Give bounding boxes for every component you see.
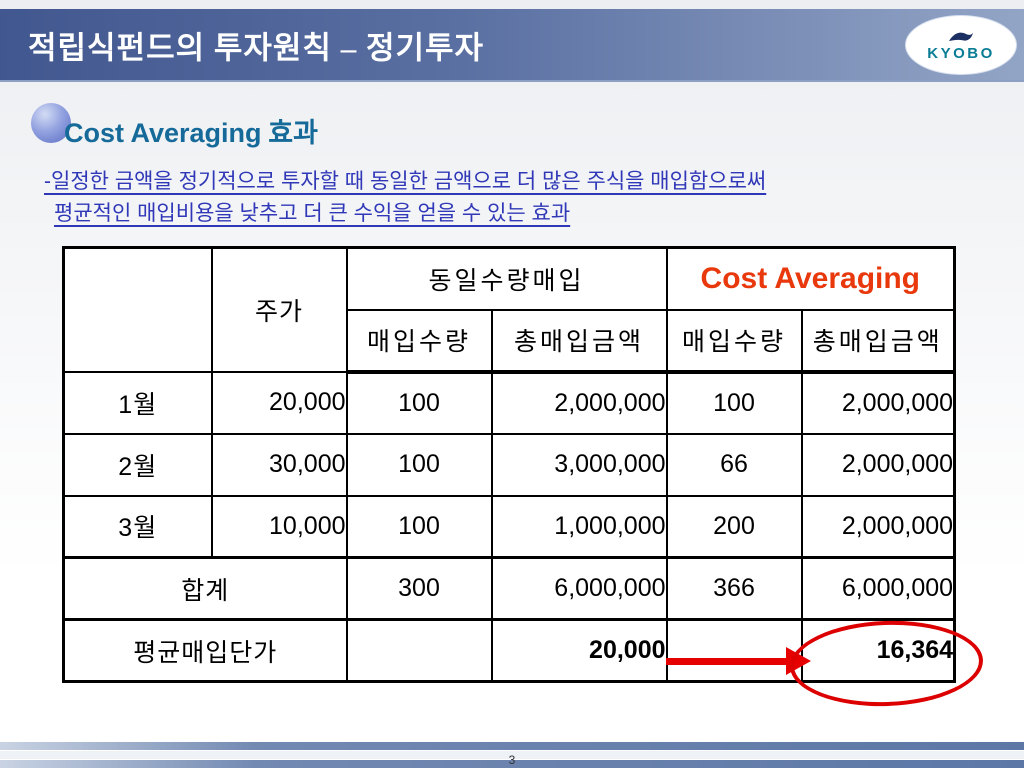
cell-avg-qty-same-empty bbox=[345, 618, 493, 683]
cell-avg-qty-ca-empty bbox=[665, 618, 803, 683]
table-sub-header-row: 매입수량 총매입금액 매입수량 총매입금액 bbox=[64, 308, 956, 374]
cell-amt-ca: 2,000,000 bbox=[800, 494, 956, 559]
cell-qty-ca: 66 bbox=[665, 432, 803, 497]
kyobo-logo-text: KYOBO bbox=[927, 44, 995, 62]
sub-header-qty-ca: 매입수량 bbox=[665, 308, 803, 374]
section-heading-ko: 효과 bbox=[261, 118, 318, 148]
cell-price: 20,000 bbox=[210, 370, 348, 435]
group-header-cost-averaging: Cost Averaging bbox=[665, 246, 956, 311]
footer-bar-bottom bbox=[0, 760, 1024, 768]
cell-qty-same: 100 bbox=[345, 370, 493, 435]
red-arrow-head-icon bbox=[786, 647, 811, 675]
footer-bar-top bbox=[0, 742, 1024, 750]
cell-month: 1월 bbox=[62, 370, 213, 435]
description-line-2: 평균적인 매입비용을 낮추고 더 큰 수익을 얻을 수 있는 효과 bbox=[54, 202, 571, 225]
kyobo-bird-icon bbox=[949, 32, 973, 41]
footer: 3 bbox=[0, 742, 1024, 768]
cell-total-label: 합계 bbox=[62, 556, 348, 621]
cost-averaging-table: 주가 동일수량매입 Cost Averaging 매입수량 총매입금액 매입수량… bbox=[62, 246, 957, 683]
table-row-month-3: 3월 10,000 100 1,000,000 200 2,000,000 bbox=[62, 494, 956, 559]
cell-avg-amt-ca: 16,364 bbox=[800, 618, 956, 683]
cell-amt-ca: 2,000,000 bbox=[800, 370, 956, 435]
cell-qty-ca: 200 bbox=[665, 494, 803, 559]
kyobo-logo: KYOBO bbox=[905, 15, 1017, 75]
table-row-month-2: 2월 30,000 100 3,000,000 66 2,000,000 bbox=[62, 432, 956, 497]
section-bullet-icon bbox=[31, 103, 71, 143]
cell-total-qty-ca: 366 bbox=[665, 556, 803, 621]
sub-header-qty-same: 매입수량 bbox=[345, 308, 493, 374]
cell-month: 2월 bbox=[62, 432, 213, 497]
table-group-header-row: 주가 동일수량매입 Cost Averaging bbox=[62, 246, 956, 373]
table-row-month-1: 1월 20,000 100 2,000,000 100 2,000,000 bbox=[62, 370, 956, 435]
cell-amt-same: 2,000,000 bbox=[490, 370, 668, 435]
cell-total-amt-same: 6,000,000 bbox=[490, 556, 668, 621]
cell-total-amt-ca: 6,000,000 bbox=[800, 556, 956, 621]
footer-page-strip: 3 bbox=[0, 750, 1024, 766]
section-heading-en: Cost Averaging bbox=[64, 118, 262, 148]
corner-cell bbox=[62, 246, 213, 373]
cell-avg-label: 평균매입단가 bbox=[62, 618, 348, 683]
red-arrow-line bbox=[666, 658, 788, 665]
group-header-same-quantity: 동일수량매입 bbox=[345, 246, 668, 311]
price-header-cell: 주가 bbox=[210, 246, 348, 373]
title-bar: 적립식펀드의 투자원칙 – 정기투자 KYOBO bbox=[0, 9, 1024, 82]
section-heading: Cost Averaging 효과 bbox=[64, 111, 318, 150]
cell-qty-same: 100 bbox=[345, 494, 493, 559]
sub-header-amt-ca: 총매입금액 bbox=[800, 308, 956, 374]
description-line-1: -일정한 금액을 정기적으로 투자할 때 동일한 금액으로 더 많은 주식을 매… bbox=[44, 170, 767, 193]
slide-title: 적립식펀드의 투자원칙 – 정기투자 bbox=[28, 30, 485, 65]
table-row-total: 합계 300 6,000,000 366 6,000,000 bbox=[62, 556, 956, 621]
description: -일정한 금액을 정기적으로 투자할 때 동일한 금액으로 더 많은 주식을 매… bbox=[44, 166, 766, 230]
cell-qty-ca: 100 bbox=[665, 370, 803, 435]
cell-price: 10,000 bbox=[210, 494, 348, 559]
cell-month: 3월 bbox=[62, 494, 213, 559]
cell-amt-same: 3,000,000 bbox=[490, 432, 668, 497]
cell-amt-same: 1,000,000 bbox=[490, 494, 668, 559]
cell-avg-amt-same: 20,000 bbox=[490, 618, 668, 683]
sub-header-amt-same: 총매입금액 bbox=[490, 308, 668, 374]
cell-qty-same: 100 bbox=[345, 432, 493, 497]
cell-price: 30,000 bbox=[210, 432, 348, 497]
cell-total-qty-same: 300 bbox=[345, 556, 493, 621]
cell-amt-ca: 2,000,000 bbox=[800, 432, 956, 497]
page-number: 3 bbox=[508, 753, 516, 767]
table-row-average: 평균매입단가 20,000 16,364 bbox=[62, 618, 956, 683]
